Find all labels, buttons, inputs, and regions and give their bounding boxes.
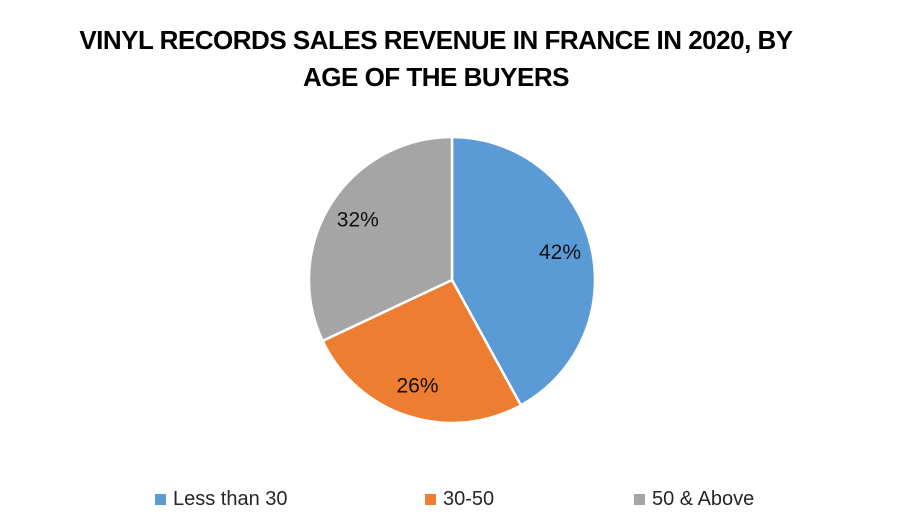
chart-title-line-2: AGE OF THE BUYERS — [303, 62, 569, 92]
legend-swatch-50-and-above — [634, 493, 645, 505]
legend-item-30-50: 30-50 — [425, 486, 494, 512]
data-label-30-50: 26% — [396, 375, 438, 398]
pie-slice-30-50 — [321, 278, 523, 425]
legend-item-50-and-above: 50 & Above — [634, 486, 754, 512]
legend-swatch-less-than-30 — [155, 493, 166, 505]
pie-chart: 42% 26% 32% — [307, 135, 597, 425]
legend-label: 30-50 — [443, 487, 495, 510]
legend-label: 50 & Above — [652, 487, 755, 510]
pie-slice-less-than-30 — [450, 135, 597, 407]
legend-item-less-than-30: Less than 30 — [155, 486, 288, 512]
chart-title: VINYL RECORDS SALES REVENUE IN FRANCE IN… — [0, 22, 872, 96]
legend-label: Less than 30 — [173, 487, 288, 510]
chart-title-line-1: VINYL RECORDS SALES REVENUE IN FRANCE IN… — [79, 25, 793, 55]
data-label-50-above: 32% — [337, 209, 379, 232]
legend-swatch-30-50 — [425, 493, 436, 505]
data-label-less-than-30: 42% — [539, 241, 581, 264]
legend: Less than 30 30-50 50 & Above — [0, 486, 902, 512]
pie-slice-50-above — [307, 135, 454, 343]
